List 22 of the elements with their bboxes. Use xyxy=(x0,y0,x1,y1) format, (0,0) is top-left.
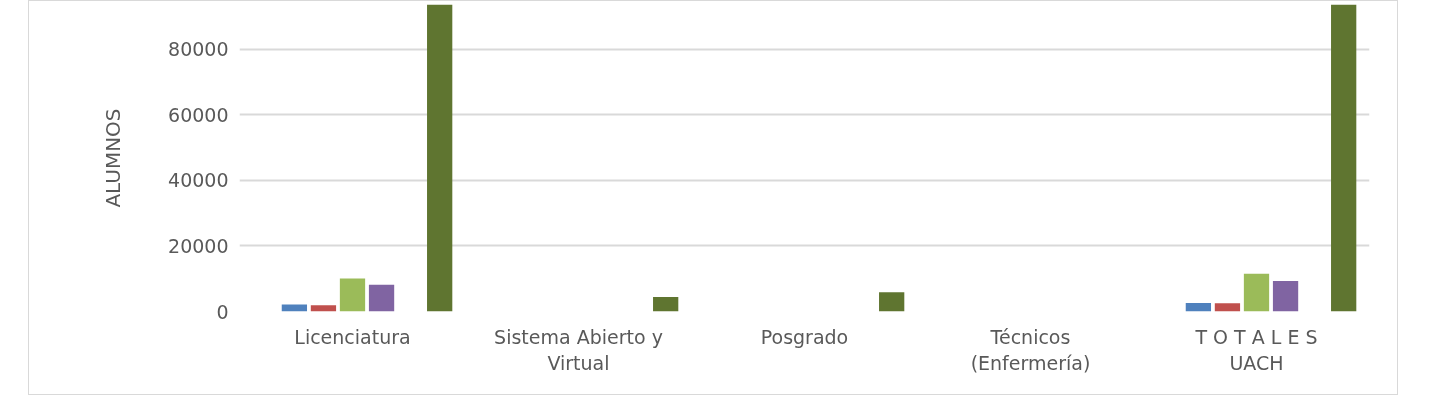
y-tick-label: 80000 xyxy=(168,38,229,61)
x-tick-label: Posgrado xyxy=(760,325,849,348)
y-tick-label: 0 xyxy=(216,300,229,323)
bar xyxy=(368,284,395,312)
bar xyxy=(1272,281,1299,312)
y-tick-label: 40000 xyxy=(168,169,229,192)
x-tick-label: Técnicos (Enfermería) xyxy=(970,325,1091,374)
y-tick-label: 20000 xyxy=(168,234,229,257)
bar xyxy=(1243,273,1270,312)
bar xyxy=(653,297,679,312)
bar xyxy=(339,278,366,312)
bar xyxy=(1214,303,1241,312)
y-tick-label: 60000 xyxy=(168,103,229,126)
x-tick-label: T O T A L E S UACH xyxy=(1194,325,1318,374)
y-axis-title: ALUMNOS xyxy=(101,108,126,208)
bar xyxy=(1331,4,1357,312)
bar xyxy=(427,4,453,312)
x-tick-label: Licenciatura xyxy=(294,325,411,348)
bar xyxy=(1185,302,1212,312)
bar xyxy=(310,305,337,312)
x-tick-label: Sistema Abierto y Virtual xyxy=(494,325,663,374)
bar xyxy=(879,292,905,312)
